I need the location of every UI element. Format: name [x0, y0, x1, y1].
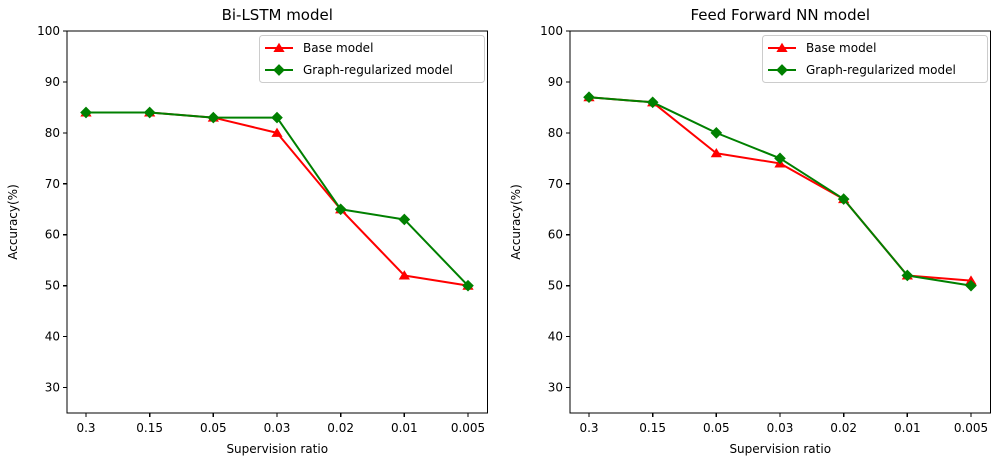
x-tick-label: 0.005 [954, 421, 988, 435]
y-tick-label: 90 [548, 75, 563, 89]
y-tick-label: 60 [548, 228, 563, 242]
x-tick-label: 0.01 [391, 421, 418, 435]
chart-svg: Bi-LSTM model 100 90 80 70 60 50 40 30 0.3 0.15 0.0… [6, 6, 489, 456]
y-tick-label: 50 [45, 279, 60, 293]
triangle-marker [710, 148, 722, 158]
y-tick-label: 30 [548, 381, 563, 395]
diamond-marker [965, 279, 977, 292]
diamond-marker [398, 213, 411, 226]
legend-diamond-marker [273, 64, 285, 76]
series-line-base-model [86, 111, 469, 287]
plot-area-frame [66, 30, 489, 414]
diamond-marker [646, 96, 659, 109]
legend-triangle-marker [273, 42, 285, 53]
legend: Base model Graph-regularized model [762, 35, 988, 83]
legend-label: Graph-regularized model [806, 63, 956, 77]
legend-label: Base model [806, 41, 876, 55]
y-tick-label: 80 [548, 126, 563, 140]
x-tick-label: 0.15 [639, 421, 666, 435]
diamond-marker [271, 111, 283, 124]
y-tick-label: 100 [540, 24, 563, 38]
y-tick-label: 60 [45, 228, 60, 242]
triangle-marker [398, 270, 410, 280]
chart-title: Feed Forward NN model [690, 6, 870, 24]
y-tick-label: 80 [45, 126, 60, 140]
x-tick-label: 0.3 [579, 421, 598, 435]
diamond-marker [774, 152, 786, 165]
diamond-marker [462, 279, 474, 292]
y-tick-label: 70 [45, 177, 60, 191]
y-tick-label: 40 [45, 330, 60, 344]
legend-box [762, 35, 988, 83]
x-tick-label: 0.05 [703, 421, 730, 435]
diamond-marker [901, 269, 914, 282]
diamond-marker [837, 193, 850, 205]
legend-diamond-marker [776, 64, 788, 76]
y-tick-label: 90 [45, 75, 60, 89]
y-tick-label: 30 [45, 381, 60, 395]
diamond-marker [334, 203, 347, 216]
chart-svg: Feed Forward NN model 100 90 80 70 60 50 40 30 0.… [509, 6, 992, 456]
y-tick-label: 100 [37, 24, 60, 38]
diamond-marker [143, 106, 156, 119]
x-tick-label: 0.005 [451, 421, 485, 435]
x-tick-label: 0.03 [767, 421, 794, 435]
y-axis-label: Accuracy(%) [6, 184, 20, 260]
y-tick-label: 50 [548, 279, 563, 293]
y-tick-label: 70 [548, 177, 563, 191]
diamond-marker [80, 106, 92, 119]
x-axis-label: Supervision ratio [226, 442, 328, 456]
legend-box [259, 35, 485, 83]
diamond-marker [207, 111, 220, 124]
legend: Base model Graph-regularized model [259, 35, 485, 83]
y-tick-label: 40 [548, 330, 563, 344]
chart-bi-lstm: Bi-LSTM model 100 90 80 70 60 50 40 30 0.3 0.15 0.0… [6, 6, 489, 456]
diamond-marker [583, 91, 595, 104]
legend-label: Base model [303, 41, 373, 55]
x-tick-label: 0.03 [264, 421, 291, 435]
legend-triangle-marker [776, 42, 788, 53]
plot-area-frame [569, 30, 992, 414]
x-tick-label: 0.01 [894, 421, 921, 435]
x-axis-label: Supervision ratio [729, 442, 831, 456]
x-tick-label: 0.15 [136, 421, 163, 435]
x-tick-label: 0.05 [200, 421, 227, 435]
legend-label: Graph-regularized model [303, 63, 453, 77]
chart-title: Bi-LSTM model [222, 6, 333, 24]
y-axis-label: Accuracy(%) [509, 184, 523, 260]
chart-feed-forward-nn: Feed Forward NN model 100 90 80 70 60 50 40 30 0.… [503, 0, 1006, 470]
x-tick-label: 0.02 [830, 421, 857, 435]
series-line-base-model [588, 96, 972, 282]
series-line-graph-regularized-model [86, 111, 469, 287]
diamond-marker [710, 127, 723, 139]
triangle-marker [271, 127, 283, 137]
series-line-graph-regularized-model [588, 96, 972, 287]
x-tick-label: 0.3 [76, 421, 95, 435]
x-tick-label: 0.02 [327, 421, 354, 435]
